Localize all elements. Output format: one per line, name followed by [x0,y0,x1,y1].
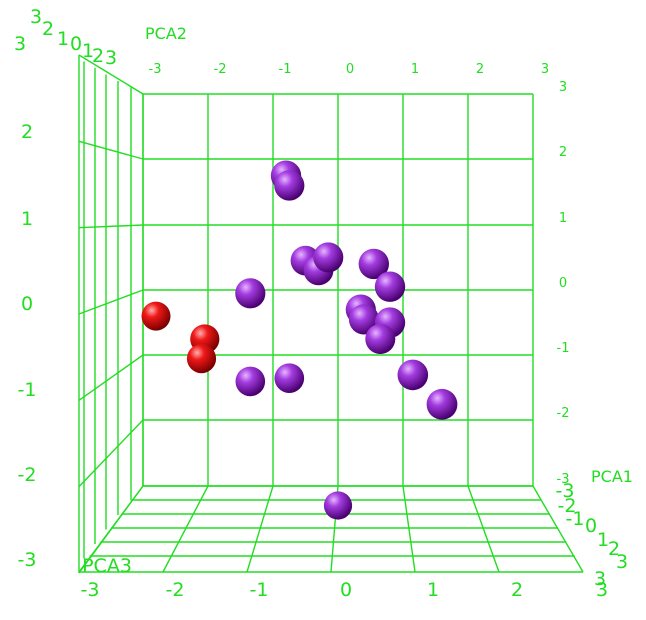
purple-data-point [365,324,396,354]
top-left-tick-label: 1 [57,28,69,50]
bottom-right-tick-label: -2 [558,495,577,517]
purple-data-point [235,366,266,397]
left-tick-label: -1 [18,379,37,401]
bottom-tick-label: 2 [511,579,523,601]
right-tick-label: -1 [557,341,570,356]
bottom-tick-label: -2 [166,579,185,601]
floor-gridline [246,485,274,573]
bottom-tick-label: -3 [81,579,100,601]
purple-data-point [397,359,429,391]
pca2-top-tick-label: 2 [476,62,484,77]
purple-data-point [374,271,406,302]
pca3-axis-title: PCA3 [82,555,132,577]
bottom-right-tick-label: 0 [585,515,597,537]
red-data-point [186,344,217,374]
red-data-point [141,301,171,331]
top-left-tick-label: 3 [30,6,42,28]
pca1-axis-title: PCA1 [591,467,633,486]
right-tick-label: 0 [559,276,567,291]
left-wall-gridline [78,354,144,401]
data-points [141,160,458,520]
left-wall-gridline [78,289,144,315]
pca2-top-tick-label: -2 [214,62,227,77]
pca2-top-tick-label: 0 [346,62,354,77]
purple-data-point [313,242,344,273]
purple-data-point [274,363,305,394]
bottom-right-tick-label: 1 [597,529,609,551]
left-wall-gridline [78,224,144,229]
top-left-tick-label: 0 [70,33,82,55]
left-tick-label: -2 [18,464,37,486]
right-tick-label: 2 [559,145,567,160]
bottom-tick-label: 1 [427,579,439,601]
pca2-top-tick-label: 1 [411,62,419,77]
bottom-tick-label: -1 [250,579,269,601]
left-wall-gridline [78,54,144,95]
right-tick-label: -2 [557,406,570,421]
purple-data-point [426,388,458,420]
purple-data-point [323,491,353,520]
purple-data-point [235,278,266,309]
purple-data-point [274,170,305,201]
left-wall-gridline [78,140,144,160]
top-left-tick-label: 2 [42,18,54,40]
bottom-right-tick-label: 3 [616,551,628,573]
pca2-top-tick-label: -3 [149,62,162,77]
purple-data-point [358,248,389,280]
right-tick-label: 3 [559,80,567,95]
floor-gridline [402,485,416,573]
bottom-tick-label: 0 [340,579,352,601]
top-left-tick-label: 1 [82,40,94,62]
floor-gridline [162,485,209,573]
left-tick-label: -3 [18,549,37,571]
top-left-tick-label: 3 [105,47,117,69]
right-tick-label: -3 [557,472,570,487]
top-left-tick-label: 2 [92,45,104,67]
pca2-top-tick-label: -1 [279,62,292,77]
floor-gridline [467,485,500,573]
floor-gridline [532,485,584,573]
top-left-tick-label: 3 [14,33,26,55]
left-wall-gridline [78,419,144,488]
pca2-top-tick-label: 3 [541,62,549,77]
right-tick-label: 1 [559,211,567,226]
left-tick-label: 1 [21,208,33,230]
left-tick-label: 0 [21,293,33,315]
floor-gridline [78,485,144,573]
bottom-right-tick-label: 3 [594,568,606,590]
bottom-right-tick-label: 2 [608,538,620,560]
left-tick-label: 2 [21,121,33,143]
bottom-tick-label: 3 [596,579,608,601]
bottom-right-tick-label: -3 [556,480,575,502]
bottom-right-tick-label: -1 [566,508,585,530]
pca2-axis-title: PCA2 [145,24,187,43]
